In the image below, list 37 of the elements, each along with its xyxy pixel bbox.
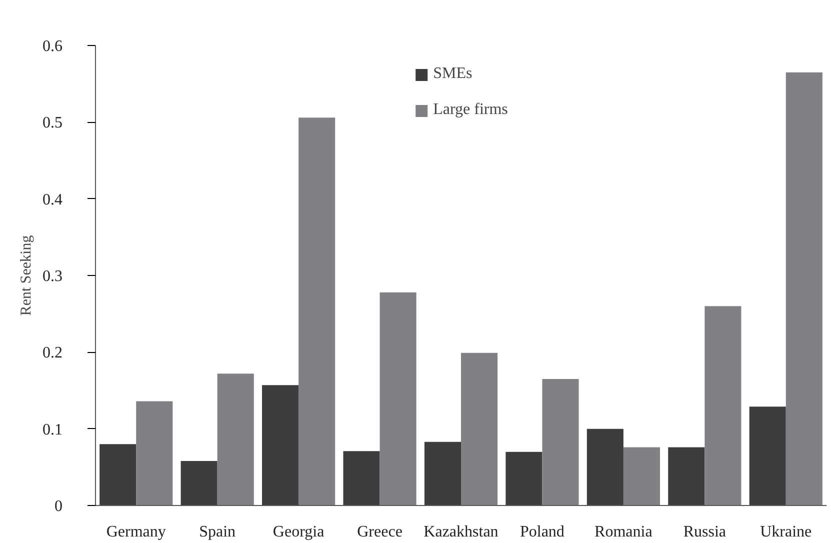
bar bbox=[506, 452, 542, 506]
bar bbox=[380, 292, 416, 506]
x-tick-label: Russia bbox=[683, 524, 726, 540]
bar bbox=[586, 428, 624, 506]
bar bbox=[343, 451, 380, 506]
y-tick-label: 0.4 bbox=[42, 191, 62, 208]
y-tick-label: 0.6 bbox=[42, 38, 62, 55]
bar bbox=[461, 352, 498, 506]
x-tick-label: Poland bbox=[520, 524, 564, 540]
y-tick-label: 0.3 bbox=[42, 268, 62, 285]
bar bbox=[424, 442, 461, 506]
bar bbox=[542, 379, 579, 506]
bar bbox=[217, 374, 254, 506]
y-tick-label: 0.2 bbox=[42, 344, 62, 362]
x-tick-label: Ukraine bbox=[760, 524, 812, 540]
bar bbox=[623, 447, 660, 506]
bar bbox=[704, 306, 742, 506]
x-tick-label: Romania bbox=[594, 524, 652, 540]
y-tick-label: 0.5 bbox=[42, 114, 62, 132]
bar bbox=[136, 401, 173, 506]
bar bbox=[262, 385, 299, 506]
bar bbox=[298, 118, 336, 506]
y-axis-title: Rent Seeking bbox=[18, 234, 34, 316]
x-tick-label: Greece bbox=[357, 524, 402, 540]
x-tick-label: Georgia bbox=[272, 524, 324, 540]
legend-label: SMEs bbox=[433, 65, 472, 83]
legend-label: Large firms bbox=[433, 101, 508, 119]
bar bbox=[786, 72, 822, 506]
bar bbox=[180, 461, 218, 506]
x-tick-label: Kazakhstan bbox=[424, 524, 498, 540]
x-tick-label: Spain bbox=[199, 524, 236, 540]
y-tick-label: 0 bbox=[54, 498, 62, 515]
y-tick-label: 0.1 bbox=[42, 421, 62, 438]
bar bbox=[100, 444, 136, 506]
bar bbox=[749, 406, 786, 506]
bar bbox=[668, 447, 705, 506]
x-tick-label: Germany bbox=[106, 524, 166, 540]
